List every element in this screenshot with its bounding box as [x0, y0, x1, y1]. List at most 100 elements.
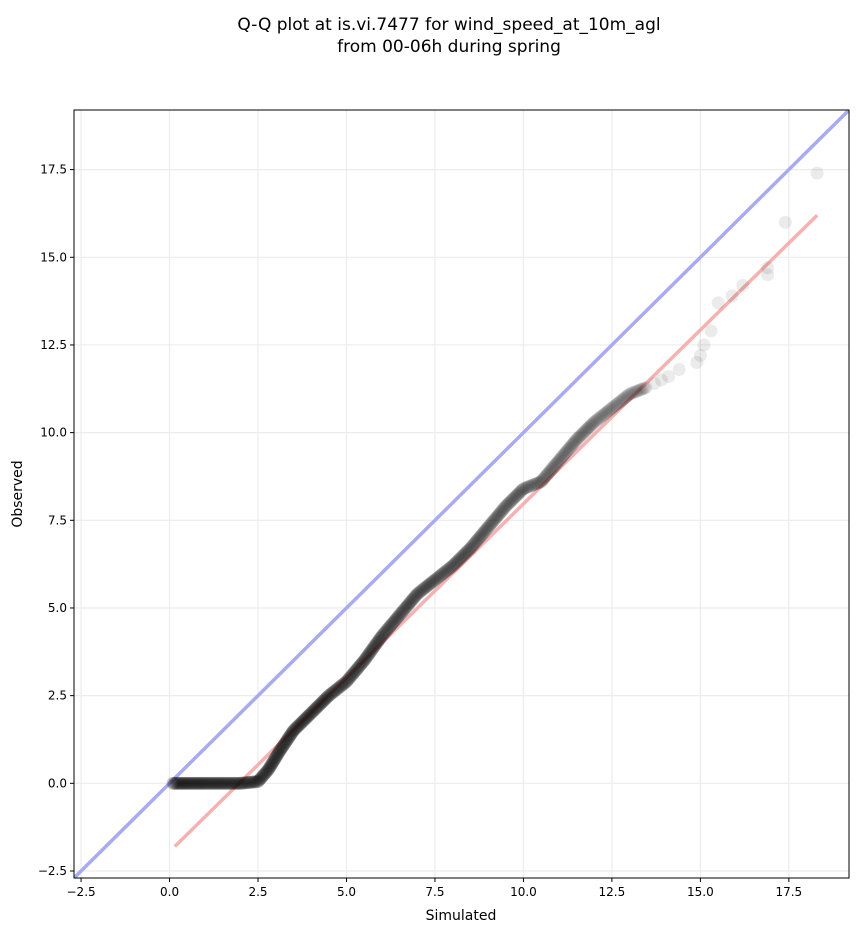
data-point: [704, 324, 718, 338]
data-point: [505, 493, 519, 507]
data-point: [633, 383, 647, 397]
data-point: [548, 459, 562, 473]
data-point: [555, 450, 569, 464]
data-point: [579, 423, 593, 437]
grid: [74, 110, 849, 878]
data-point: [282, 730, 296, 744]
data-point: [358, 652, 372, 666]
data-point: [630, 384, 644, 398]
data-point: [257, 767, 271, 781]
data-point: [528, 477, 542, 491]
data-point: [481, 520, 495, 534]
data-point: [212, 776, 226, 790]
data-point: [255, 770, 269, 784]
data-point: [368, 638, 382, 652]
data-point: [415, 583, 429, 597]
data-point: [233, 776, 247, 790]
data-point: [262, 762, 276, 776]
data-point: [364, 645, 378, 659]
data-point: [607, 399, 621, 413]
data-point: [647, 377, 661, 391]
data-point: [551, 455, 565, 469]
data-point: [271, 746, 285, 760]
data-point: [514, 484, 528, 498]
data-point: [274, 742, 288, 756]
data-point: [232, 776, 246, 790]
data-point: [227, 776, 241, 790]
data-point: [536, 472, 550, 486]
data-point: [380, 623, 394, 637]
data-point: [491, 508, 505, 522]
data-point: [307, 703, 321, 717]
y-tick-label: 5.0: [48, 601, 67, 615]
data-point: [412, 586, 426, 600]
data-point: [185, 776, 199, 790]
data-point: [618, 391, 632, 405]
data-point: [341, 673, 355, 687]
data-point: [462, 542, 476, 556]
data-point: [476, 527, 490, 541]
data-point: [209, 776, 223, 790]
data-point: [366, 641, 380, 655]
data-point: [299, 712, 313, 726]
data-point: [561, 443, 575, 457]
data-point: [322, 689, 336, 703]
data-point: [283, 729, 297, 743]
data-point: [345, 668, 359, 682]
data-point: [321, 690, 335, 704]
data-point: [270, 749, 284, 763]
data-point: [494, 505, 508, 519]
data-point: [500, 498, 514, 512]
data-point: [451, 553, 465, 567]
data-point: [211, 776, 225, 790]
x-tick-label: 5.0: [337, 885, 356, 899]
data-point: [554, 451, 568, 465]
x-tick-label: 15.0: [687, 885, 714, 899]
data-point: [327, 685, 341, 699]
data-point: [474, 529, 488, 543]
data-point: [237, 776, 251, 790]
data-point: [537, 471, 551, 485]
data-point: [566, 436, 580, 450]
data-point: [602, 403, 616, 417]
data-point: [369, 637, 383, 651]
data-point: [425, 575, 439, 589]
data-point: [586, 416, 600, 430]
reference-lines: [74, 110, 849, 878]
data-point: [484, 517, 498, 531]
data-point: [487, 513, 501, 527]
data-point: [294, 716, 308, 730]
data-point: [337, 677, 351, 691]
data-point: [524, 479, 538, 493]
data-point: [361, 648, 375, 662]
data-point: [291, 719, 305, 733]
data-point: [761, 261, 775, 275]
data-point: [405, 593, 419, 607]
data-point: [516, 482, 530, 496]
data-point: [585, 417, 599, 431]
y-tick-label: 0.0: [48, 776, 67, 790]
data-point: [249, 775, 263, 789]
data-point: [595, 409, 609, 423]
data-point: [448, 557, 462, 571]
data-point: [559, 445, 573, 459]
data-point: [169, 776, 183, 790]
x-tick-label: 7.5: [425, 885, 444, 899]
data-point: [479, 523, 493, 537]
data-point: [637, 381, 651, 395]
data-point: [810, 166, 824, 180]
data-point: [356, 655, 370, 669]
data-point: [275, 741, 289, 755]
data-point: [290, 720, 304, 734]
data-point: [201, 776, 215, 790]
data-point: [230, 776, 244, 790]
data-point: [278, 736, 292, 750]
data-point: [599, 406, 613, 420]
data-point: [375, 629, 389, 643]
data-point: [338, 676, 352, 690]
data-point: [472, 531, 486, 545]
data-point: [267, 753, 281, 767]
data-point: [200, 776, 214, 790]
data-point: [310, 701, 324, 715]
data-point: [222, 776, 236, 790]
